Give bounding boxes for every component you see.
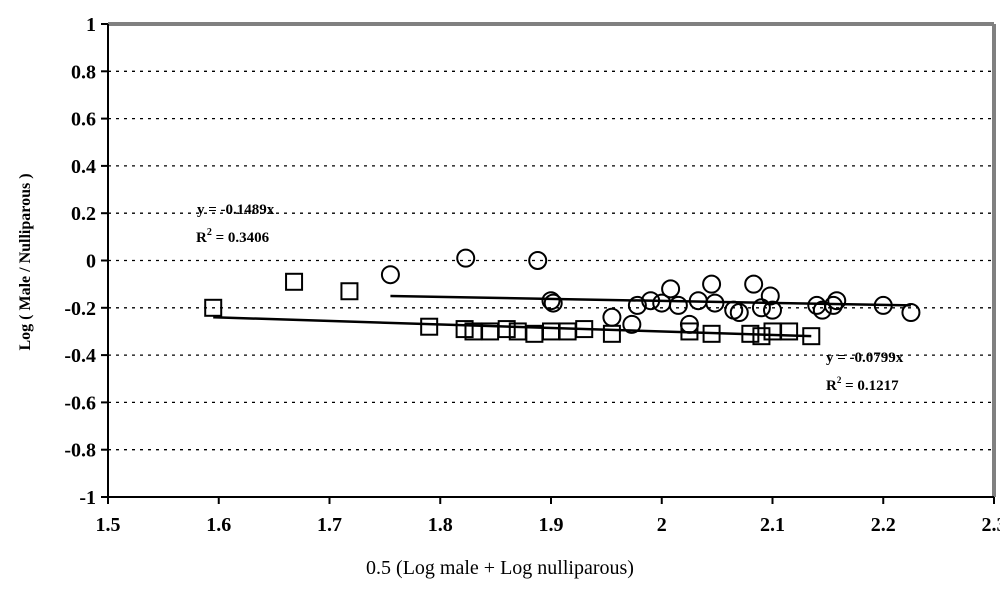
tick-labels: 1 0.8 0.6 0.4 0.2 0 -0.2 -0.4 -0.6 -0.8 -11.5 1.6 1.… <box>64 14 1000 536</box>
x-tick-label: 2.2 <box>871 514 896 536</box>
circle-point <box>901 303 921 323</box>
circle-point <box>602 307 622 327</box>
left-equation: y = -0.1489x <box>197 202 275 218</box>
circle-point <box>528 251 548 270</box>
square-point <box>420 317 439 336</box>
x-tick-label: 1.9 <box>539 514 564 536</box>
x-tick-label: 1.8 <box>428 514 453 536</box>
circle-point <box>760 286 780 306</box>
y-tick-label: -0.8 <box>64 440 96 462</box>
circle-point <box>679 314 699 334</box>
y-tick-label: 1 <box>86 14 96 36</box>
y-tick-label: 0.4 <box>71 156 96 178</box>
circle-point <box>456 248 476 268</box>
y-tick-label: 0.8 <box>71 61 96 83</box>
grid-lines <box>108 70 994 451</box>
square-point <box>204 298 223 317</box>
x-tick-label: 2.3 <box>982 514 1000 536</box>
y-tick-label: 0 <box>86 251 96 273</box>
circle-point <box>763 300 782 320</box>
circle-point <box>641 291 661 311</box>
square-point <box>741 324 760 343</box>
circle-point <box>661 279 681 299</box>
y-tick-label: -1 <box>79 487 96 509</box>
x-tick-label: 1.7 <box>317 514 342 536</box>
trendline-series-1 <box>213 316 812 338</box>
y-tick-label: -0.4 <box>64 345 96 367</box>
x-tick-label: 2 <box>657 514 667 536</box>
circle-point <box>827 291 847 311</box>
y-tick-label: 0.6 <box>71 109 96 131</box>
circle-point <box>622 314 642 334</box>
circle-point <box>744 274 764 294</box>
circle-point <box>705 293 725 313</box>
right-r-squared: R2 = 0.1217 <box>826 375 899 394</box>
square-point <box>575 320 594 339</box>
circle-point <box>873 295 893 315</box>
square-point <box>680 322 699 341</box>
y-tick-label: -0.2 <box>64 298 96 320</box>
circle-point <box>668 295 688 315</box>
circle-point <box>823 295 843 315</box>
data-points <box>204 248 921 346</box>
y-tick-label: 0.2 <box>71 203 96 225</box>
left-r2-label: R <box>196 230 207 246</box>
circle-point <box>729 303 749 323</box>
circle-point <box>702 274 722 294</box>
right-r2-sup: 2 <box>837 375 842 385</box>
x-tick-label: 1.5 <box>96 514 121 536</box>
circle-point <box>380 265 400 285</box>
square-point <box>285 272 304 291</box>
x-tick-label: 2.1 <box>760 514 785 536</box>
left-r-squared: R2 = 0.3406 <box>196 227 270 246</box>
circle-point <box>812 300 832 320</box>
square-point <box>752 327 771 346</box>
axes <box>101 23 995 504</box>
y-tick-label: -0.6 <box>64 392 96 414</box>
circle-point <box>541 291 561 311</box>
square-point <box>497 320 516 339</box>
square-point <box>780 322 799 341</box>
x-axis-title: 0.5 (Log male + Log nulliparous) <box>366 557 634 579</box>
circle-point <box>543 293 563 313</box>
circle-point <box>627 295 647 315</box>
plot-frame <box>108 22 996 497</box>
square-point <box>340 282 359 301</box>
square-point <box>702 324 721 343</box>
x-tick-label: 1.6 <box>206 514 231 536</box>
square-point <box>802 327 821 346</box>
right-equation: y = -0.0799x <box>826 350 904 366</box>
y-axis-title: Log ( Male / Nulliparous ) <box>17 173 34 350</box>
left-r2-sup: 2 <box>207 227 212 238</box>
right-r2-label: R <box>826 378 837 394</box>
left-r2-value: = 0.3406 <box>212 230 270 246</box>
right-r2-value: = 0.1217 <box>841 378 899 394</box>
